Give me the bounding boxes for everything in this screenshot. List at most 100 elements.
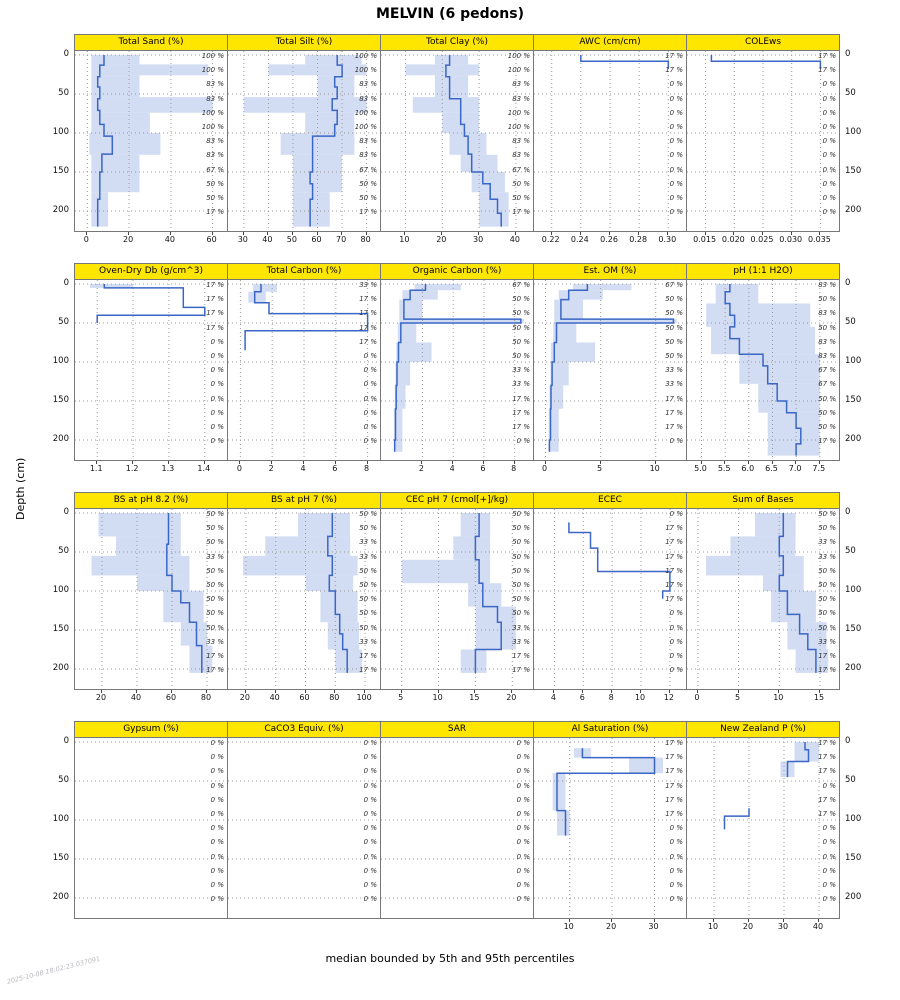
- x-tick-mark: [136, 690, 137, 693]
- panel-sar: SAR 0 % 0 % 0 % 0 % 0 % 0 % 0 % 0 % 0 % 0 % 0 % 0 %: [380, 721, 534, 919]
- x-tick-mark: [713, 919, 714, 922]
- x-axis: 0 5 10 15: [686, 690, 840, 704]
- percentile-band: [91, 192, 109, 227]
- depth-axis-right: 0 50 100 150 200: [840, 492, 884, 704]
- x-axis: 20 40 60 80: [74, 690, 228, 704]
- depth-tick-label: 0: [845, 278, 851, 288]
- x-tick-label: 8: [364, 464, 370, 473]
- median-line: [244, 284, 369, 351]
- x-axis: 2 4 6 8: [380, 461, 534, 475]
- median-line: [723, 808, 750, 830]
- depth-tick-label: 150: [52, 166, 69, 176]
- x-axis: 0 20 40 60: [74, 232, 228, 246]
- x-tick-label: 0.015: [693, 235, 717, 244]
- panel-total-silt: Total Silt (%) 100 % 100 % 83 % 83 % 100 % 100…: [227, 34, 381, 232]
- x-tick-label: 5: [735, 693, 741, 702]
- strip-title: Organic Carbon (%): [381, 264, 533, 280]
- x-tick-label: 0.24: [570, 235, 589, 244]
- panel-column-cec-ph-7-cmol-kg: CEC pH 7 (cmol[+]/kg) 50 % 50 % 50 % 50 % 50 …: [380, 492, 534, 704]
- strip-title: Gypsum (%): [75, 722, 227, 738]
- x-axis: 0.015 0.020 0.025 0.030 0.035: [686, 232, 840, 246]
- percentile-band: [292, 154, 342, 193]
- median-line: [393, 284, 522, 452]
- plot-area: 17 % 17 % 0 % 0 % 0 % 0 % 0 % 0 % 0 % 0 % 0 % 0 %: [687, 51, 839, 231]
- percentile-band: [248, 291, 266, 303]
- median-line: [786, 742, 810, 778]
- strip-title: pH (1:1 H2O): [687, 264, 839, 280]
- x-tick-mark: [304, 690, 306, 693]
- percentile-band: [550, 362, 569, 386]
- x-tick-mark: [291, 232, 293, 235]
- plot-area: 17 % 17 % 17 % 0 % 17 % 17 % 0 % 0 % 0 % 0 % 0 % 0 …: [687, 738, 839, 918]
- x-tick-mark: [568, 919, 570, 922]
- plot-svg: [228, 51, 380, 231]
- median-line: [568, 522, 671, 599]
- x-tick-label: 10: [649, 464, 660, 473]
- plot-svg: [534, 51, 686, 231]
- x-tick-label: 6.5: [765, 464, 778, 473]
- x-tick-mark: [599, 461, 601, 464]
- median-line: [710, 55, 822, 69]
- percentile-band: [553, 323, 577, 343]
- depth-tick-label: 200: [845, 663, 862, 673]
- x-tick-mark: [582, 690, 584, 693]
- plot-area: 50 % 50 % 50 % 33 % 50 % 50 % 50 % 50 % 50 % 33 %…: [75, 509, 227, 689]
- panel-caco3-equiv: CaCO3 Equiv. (%) 0 % 0 % 0 % 0 % 0 % 0 % 0 % 0 %…: [227, 721, 381, 919]
- x-tick-mark: [316, 232, 318, 235]
- x-tick-label: 6: [332, 464, 338, 473]
- percentile-band: [396, 342, 432, 362]
- x-tick-label: 0: [236, 464, 242, 473]
- x-tick-mark: [96, 461, 98, 464]
- x-tick-mark: [366, 461, 368, 464]
- percentile-band: [91, 154, 140, 193]
- panel-colews: COLEws 17 % 17 % 0 % 0 % 0 % 0 % 0 % 0 % 0 % 0 % 0 …: [686, 34, 840, 232]
- plot-svg: [75, 509, 227, 689]
- panel-total-carbon: Total Carbon (%) 33 % 17 % 17 % 17 % 17 % 0 % 0…: [227, 263, 381, 461]
- x-tick-mark: [609, 232, 610, 235]
- depth-tick-label: 100: [52, 127, 69, 137]
- panel-row-3: 0 50 100 150 200 BS at pH 8.2 (%) 50 % 50 % 50 %…: [30, 492, 884, 704]
- percentile-band: [91, 112, 150, 133]
- x-axis: 0 2 4 6 8: [227, 461, 381, 475]
- x-tick-mark: [668, 690, 670, 693]
- percentile-band: [402, 290, 438, 300]
- depth-axis-right: 0 50 100 150 200: [840, 721, 884, 933]
- median-line: [309, 55, 343, 227]
- x-axis: 10 20 30 40: [380, 232, 534, 246]
- x-axis: [380, 919, 534, 933]
- percentile-band: [548, 408, 559, 452]
- panel-bs-at-ph-7: BS at pH 7 (%) 50 % 50 % 33 % 33 % 50 % 50 % 50…: [227, 492, 381, 690]
- x-tick-mark: [747, 461, 749, 464]
- x-tick-mark: [783, 919, 784, 922]
- x-tick-mark: [334, 461, 336, 464]
- x-tick-label: 2: [268, 464, 274, 473]
- x-tick-label: 0.030: [779, 235, 803, 244]
- x-tick-label: 30: [237, 235, 248, 244]
- x-tick-mark: [696, 690, 698, 693]
- plot-svg: [228, 509, 380, 689]
- x-tick-label: 15: [469, 693, 480, 702]
- plot-svg: [534, 738, 686, 918]
- percentile-band: [767, 412, 820, 456]
- percentile-band: [554, 299, 583, 320]
- depth-tick-label: 50: [845, 88, 856, 98]
- depth-tick-label: 0: [63, 49, 69, 59]
- panel-column-total-silt: Total Silt (%) 100 % 100 % 83 % 83 % 100 % 100…: [227, 34, 381, 246]
- x-tick-label: 40: [812, 922, 824, 931]
- panel-oven-dry-db-g-cm-3: Oven-Dry Db (g/cm^3) 17 % 17 % 17 % 17 % 0 % 0…: [74, 263, 228, 461]
- x-tick-mark: [400, 690, 402, 693]
- plot-area: 50 % 50 % 33 % 33 % 50 % 50 % 50 % 50 % 50 % 33 %…: [687, 509, 839, 689]
- x-tick-mark: [700, 461, 702, 464]
- median-line: [724, 284, 802, 456]
- percentile-band: [771, 591, 816, 623]
- strip-title: CaCO3 Equiv. (%): [228, 722, 380, 738]
- x-tick-mark: [544, 461, 546, 464]
- percentile-band: [89, 133, 161, 155]
- x-tick-label: 0.22: [541, 235, 560, 244]
- percentile-band: [715, 284, 759, 304]
- x-tick-mark: [271, 461, 273, 464]
- panel-column-caco3-equiv: CaCO3 Equiv. (%) 0 % 0 % 0 % 0 % 0 % 0 % 0 % 0 %…: [227, 721, 381, 933]
- x-axis: 4 6 8 10 12: [533, 690, 687, 704]
- x-tick-label: 70: [336, 235, 347, 244]
- percentile-band: [399, 319, 524, 323]
